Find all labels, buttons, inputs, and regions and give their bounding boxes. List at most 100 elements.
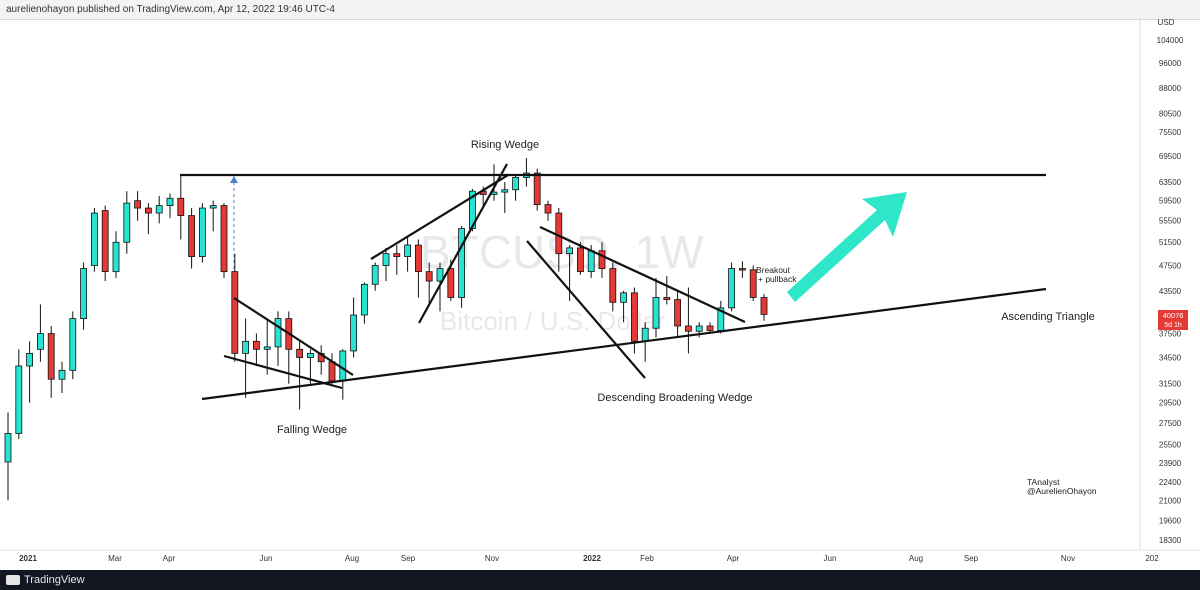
candle xyxy=(188,208,196,269)
candle-body xyxy=(296,348,304,358)
time-tick-label: Jun xyxy=(260,554,273,563)
time-tick-label: Sep xyxy=(401,554,416,563)
candle-body xyxy=(447,268,455,298)
candle-body xyxy=(393,253,401,257)
candle xyxy=(749,265,757,301)
candle-body xyxy=(4,433,12,463)
candle xyxy=(371,262,379,291)
candle-body xyxy=(198,207,206,257)
candle xyxy=(166,193,174,219)
candle-body xyxy=(328,361,336,382)
candle xyxy=(382,247,390,282)
candle-body xyxy=(134,200,142,209)
candle-body xyxy=(663,297,671,300)
candle-body xyxy=(177,197,185,216)
price-tick-label: 18300 xyxy=(1159,536,1182,545)
price-tick-label: 43500 xyxy=(1159,287,1182,296)
author-name: TAnalyst xyxy=(1027,477,1060,487)
candle-body xyxy=(263,346,271,350)
candle-body xyxy=(37,333,44,350)
candle xyxy=(706,322,714,334)
candle xyxy=(58,361,66,393)
price-tick-label: 25500 xyxy=(1159,441,1182,450)
candle-body xyxy=(728,268,735,309)
candle-body xyxy=(58,369,66,380)
candle xyxy=(220,203,228,278)
candle xyxy=(209,200,217,232)
price-tick-label: 63500 xyxy=(1159,178,1182,187)
price-tick-label: 69500 xyxy=(1159,152,1182,161)
candle-body xyxy=(577,247,584,273)
falling-wedge-upper-line xyxy=(233,297,354,376)
drawings xyxy=(180,163,1047,401)
price-tick-label: 31500 xyxy=(1159,380,1182,389)
candle xyxy=(414,239,422,298)
candle xyxy=(328,353,336,384)
candle xyxy=(263,318,271,375)
candle-body xyxy=(414,244,422,273)
label-pullback: + pullback xyxy=(758,274,797,284)
candle-body xyxy=(112,241,120,273)
price-tick-label: 104000 xyxy=(1157,36,1184,45)
candle-body xyxy=(425,271,433,282)
time-tick-label: Aug xyxy=(909,554,923,563)
candle xyxy=(685,287,692,354)
candle-body xyxy=(242,340,250,354)
candle-body xyxy=(620,292,627,303)
candle xyxy=(544,200,552,221)
candle-body xyxy=(47,333,55,380)
candle-body xyxy=(350,314,358,352)
time-tick-label: Jun xyxy=(824,554,837,563)
candle-body xyxy=(674,299,681,327)
candle xyxy=(306,349,314,384)
price-tick-label: 51500 xyxy=(1159,238,1182,247)
price-tick-label: 22400 xyxy=(1159,478,1182,487)
publish-info: aurelienohayon published on TradingView.… xyxy=(6,4,335,15)
candle xyxy=(425,262,433,305)
candle-body xyxy=(404,244,412,257)
candle xyxy=(674,290,681,338)
candle xyxy=(112,231,120,278)
candle xyxy=(252,333,260,367)
label-descending-broadening-wedge: Descending Broadening Wedge xyxy=(597,392,752,404)
time-tick-label: Apr xyxy=(163,554,176,563)
bullish-arrow xyxy=(787,192,907,302)
price-tick-label: 23900 xyxy=(1159,459,1182,468)
candle xyxy=(47,325,55,398)
candle xyxy=(339,349,347,400)
time-tick-label: Sep xyxy=(964,554,979,563)
rising-wedge-upper-line xyxy=(370,174,509,260)
ascending-support-line xyxy=(201,287,1047,401)
time-tick-label: Nov xyxy=(485,554,499,563)
last-price-countdown: 5d 1h xyxy=(1164,322,1182,329)
candle-body xyxy=(458,228,466,298)
falling-wedge-lower-line xyxy=(223,354,343,390)
broadening-wedge-upper-line xyxy=(539,226,746,323)
candle-body xyxy=(706,325,714,331)
price-tick-label: 88000 xyxy=(1159,84,1182,93)
tradingview-footer: TradingView xyxy=(0,570,1200,590)
candle-body xyxy=(652,297,660,329)
candle-body xyxy=(155,205,163,214)
label-ascending-triangle: Ascending Triangle xyxy=(1001,311,1095,323)
time-tick-label: 2021 xyxy=(19,554,37,563)
candle-body xyxy=(436,268,444,282)
time-tick-label: Mar xyxy=(108,554,122,563)
broadening-wedge-lower-line xyxy=(526,240,646,379)
price-tick-label: 55500 xyxy=(1159,217,1182,226)
candle xyxy=(155,195,163,224)
candle-body xyxy=(685,325,692,332)
candle-body xyxy=(512,177,519,191)
candle-body xyxy=(220,205,228,273)
candle-body xyxy=(555,212,563,255)
candle xyxy=(393,245,401,275)
last-price-value: 40076 xyxy=(1163,311,1184,320)
price-axis-currency: USD xyxy=(1158,18,1175,27)
candle xyxy=(404,236,412,272)
candle xyxy=(663,276,671,305)
price-axis: 104000 96000 88000 80500 75500 69500 63500 5950… xyxy=(1157,36,1184,545)
candle xyxy=(231,253,239,362)
candle xyxy=(144,203,152,234)
candle xyxy=(101,205,109,282)
